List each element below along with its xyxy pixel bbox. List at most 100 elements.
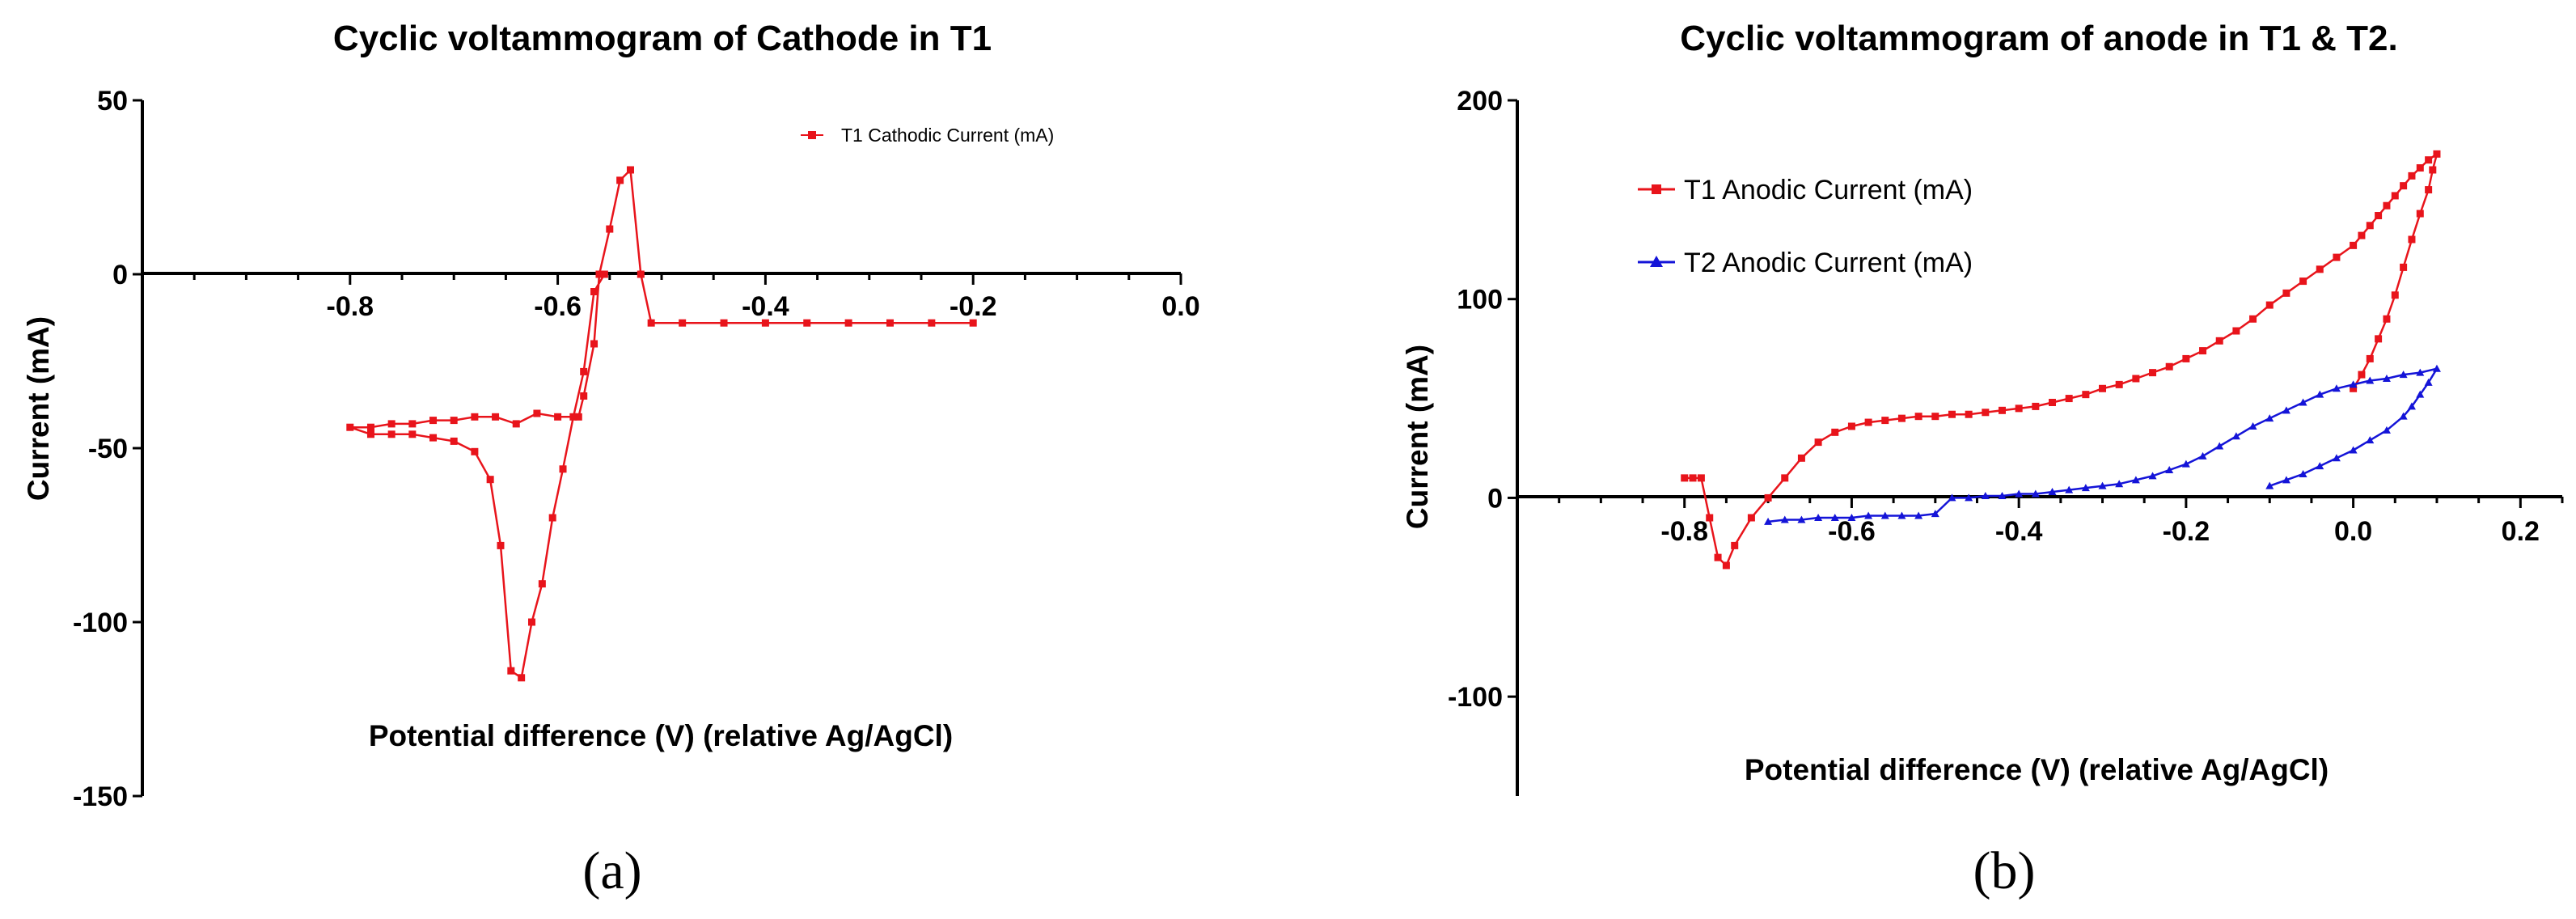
chart-a-series-1-point xyxy=(606,225,614,233)
chart-a-series-1-point xyxy=(844,319,852,327)
chart-b-series-1-point xyxy=(2408,235,2416,244)
chart-b-series-2-point xyxy=(2148,472,2157,480)
chart-b-series-2-point xyxy=(1847,514,1856,521)
chart-a-xtick-label: -0.2 xyxy=(950,291,997,322)
chart-a-series-1-point xyxy=(600,270,608,278)
chart-a-series-1-point xyxy=(366,423,374,431)
chart-b-series-2-point xyxy=(2031,489,2040,498)
chart-b-series-2-point xyxy=(2366,376,2375,384)
chart-b-series-1-point xyxy=(2282,289,2290,297)
chart-a-series-1-point xyxy=(450,417,458,425)
chart-b-series-1-point xyxy=(1831,428,1839,436)
chart-b-series-2-point xyxy=(2366,436,2375,444)
chart-b-series-1-point xyxy=(2215,337,2223,345)
chart-b-xtick-label: -0.8 xyxy=(1660,516,1708,547)
chart-b-legend-marker-t2 xyxy=(1650,256,1663,267)
chart-a-series-1-point xyxy=(580,367,588,375)
chart-b-series-2-point xyxy=(2181,460,2190,468)
chart-a-ytick-label: -100 xyxy=(73,608,128,638)
chart-b-series-1-point xyxy=(2416,210,2424,218)
chart-b-series-1-point xyxy=(2115,380,2123,388)
chart-a-ylabel: Current (mA) xyxy=(22,316,55,501)
chart-b-series-1-point xyxy=(2350,384,2358,392)
chart-b-series-2-point xyxy=(2299,398,2307,406)
chart-a-ytick-label: -150 xyxy=(73,781,128,812)
chart-b-series-1-point xyxy=(1948,410,1956,418)
chart-b-series-2-point xyxy=(1981,491,1990,499)
chart-panel-a: Cyclic voltammogram of Cathode in T1 Cur… xyxy=(22,19,1200,900)
chart-b-series-2-point xyxy=(2065,485,2074,493)
chart-b-series-1-point xyxy=(1797,454,1805,462)
chart-b-series-1-point xyxy=(2032,402,2040,410)
chart-b-series-2-point xyxy=(2416,368,2425,376)
chart-b-xtick-label: -0.6 xyxy=(1828,516,1876,547)
chart-b-series-1-point xyxy=(1931,413,1939,421)
chart-a-series-1-point xyxy=(647,319,655,327)
chart-a-series-1-point xyxy=(580,392,588,400)
chart-a-series-1-point xyxy=(803,319,811,327)
chart-b-series-1-point xyxy=(2333,253,2341,261)
chart-b-series-2-point xyxy=(2198,451,2207,460)
chart-b-series-2-point xyxy=(1965,493,1973,502)
chart-b-series-1-point xyxy=(2366,222,2374,230)
chart-b-series-2-point xyxy=(2282,476,2290,484)
chart-b-series-2-point xyxy=(1931,510,1939,518)
chart-b-series-1-point xyxy=(1781,474,1789,482)
chart-b-series-1-point xyxy=(2375,212,2383,220)
chart-b-series-2-point xyxy=(1897,511,1906,519)
chart-b-legend-label-t2: T2 Anodic Current (mA) xyxy=(1684,248,1973,278)
chart-b-series-1-point xyxy=(2316,265,2324,273)
chart-b-series-2-point xyxy=(2332,384,2341,392)
chart-a-series-1-point xyxy=(538,580,546,588)
chart-b-ytick-label: 0 xyxy=(1487,483,1503,514)
chart-b-series-1-point xyxy=(2099,384,2107,392)
chart-a-series-1-point xyxy=(387,430,395,438)
chart-a-series-1-point xyxy=(548,514,556,522)
chart-b-series-2-point xyxy=(2407,402,2416,410)
chart-b-series-2-point xyxy=(2265,414,2274,422)
chart-b-series-1-point xyxy=(2416,164,2424,172)
chart-a-series-1-point xyxy=(429,417,438,425)
chart-b-series-1-point xyxy=(2366,354,2374,362)
chart-b-series-1-point xyxy=(2375,335,2383,343)
chart-a-series-1-point xyxy=(450,437,458,445)
chart-b-series-1-point xyxy=(2391,291,2399,299)
chart-b-series-2-point xyxy=(1948,493,1956,502)
chart-a-series-1-point xyxy=(590,288,599,295)
chart-b-series-1-point xyxy=(2265,301,2274,309)
chart-a-legend-marker xyxy=(808,131,816,139)
chart-b-series-2-point xyxy=(2382,426,2391,434)
chart-b-series-1-point xyxy=(2433,150,2441,158)
chart-b-series-1-point xyxy=(2425,186,2433,194)
chart-b-series-1-point xyxy=(1814,438,1822,447)
chart-b-series-1-point xyxy=(1714,553,1722,561)
chart-b-series-2-point xyxy=(2248,421,2257,430)
chart-a-xtick-label: -0.4 xyxy=(742,291,789,322)
chart-b-series-1-point xyxy=(1914,413,1922,421)
chart-b-ytick-label: 100 xyxy=(1457,285,1503,316)
chart-a-series-1-point xyxy=(559,465,567,473)
chart-a-series-1-point xyxy=(637,270,645,278)
chart-b-series-1-point xyxy=(2400,182,2408,190)
chart-b-series-2-point xyxy=(2098,481,2107,489)
chart-a-series-1-point xyxy=(471,413,479,421)
chart-b-ylabel: Current (mA) xyxy=(1401,345,1434,529)
chart-b-series-1-point xyxy=(2132,375,2140,383)
chart-b-series-1-point xyxy=(1847,422,1855,430)
chart-b-series-1-point xyxy=(2358,371,2366,379)
chart-b-series-1-point xyxy=(2065,395,2073,403)
chart-b-series-2-point xyxy=(2382,375,2391,382)
chart-b-series-1-point xyxy=(2425,156,2433,164)
chart-a-series-1-point xyxy=(387,420,395,428)
chart-b-series-1-point xyxy=(1681,474,1689,482)
chart-b-series-1-point xyxy=(2383,201,2391,210)
chart-a-series-1-point xyxy=(928,319,936,327)
chart-b-legend: T1 Anodic Current (mA) T2 Anodic Current… xyxy=(1638,175,1973,278)
chart-a-series-1-point xyxy=(533,409,541,417)
chart-b-series-2-point xyxy=(2115,480,2124,488)
chart-a-ytick-label: -50 xyxy=(88,434,128,464)
chart-b-series-2-point xyxy=(1780,515,1789,523)
chart-b-series-2-point xyxy=(1764,517,1773,525)
chart-a-series-1-point xyxy=(408,430,417,438)
